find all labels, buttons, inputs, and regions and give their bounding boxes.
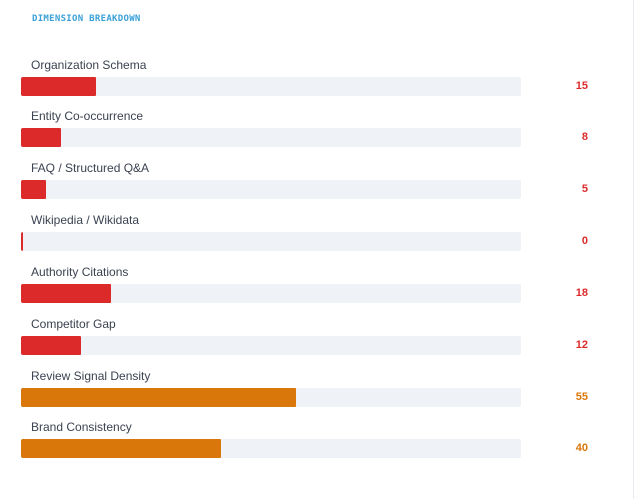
score-value: 0 <box>581 235 588 247</box>
dimension-row-authority-citations: Authority Citations 18 <box>0 265 634 317</box>
dimension-row-faq-structured-qa: FAQ / Structured Q&A 5 <box>0 161 634 213</box>
dimension-row-competitor-gap: Competitor Gap 12 <box>0 317 634 369</box>
dimension-label: Entity Co-occurrence <box>31 109 144 123</box>
score-value: 5 <box>581 183 588 195</box>
score-value: 55 <box>575 391 588 403</box>
progress-fill <box>21 77 96 96</box>
progress-fill <box>21 336 81 355</box>
progress-track <box>21 128 521 147</box>
score-value: 12 <box>575 339 588 351</box>
score-value: 18 <box>575 287 588 299</box>
progress-track <box>21 77 521 96</box>
dimension-row-brand-consistency: Brand Consistency 40 <box>0 420 634 472</box>
score-value: 8 <box>581 131 588 143</box>
progress-fill <box>21 232 23 251</box>
score-value: 15 <box>575 80 588 92</box>
dimension-label: Authority Citations <box>31 265 129 279</box>
dimension-row-organization-schema: Organization Schema 15 <box>0 58 634 110</box>
dimension-label: Competitor Gap <box>31 317 116 331</box>
dimension-row-review-signal-density: Review Signal Density 55 <box>0 369 634 421</box>
progress-track <box>21 232 521 251</box>
progress-fill <box>21 180 46 199</box>
progress-track <box>21 284 521 303</box>
dimension-label: FAQ / Structured Q&A <box>31 161 150 175</box>
progress-fill <box>21 439 221 458</box>
progress-track <box>21 336 521 355</box>
dimension-row-entity-co-occurrence: Entity Co-occurrence 8 <box>0 109 634 161</box>
section-title: DIMENSION BREAKDOWN <box>32 14 141 24</box>
dimension-label: Wikipedia / Wikidata <box>31 213 140 227</box>
dimension-row-wikipedia-wikidata: Wikipedia / Wikidata 0 <box>0 213 634 265</box>
score-value: 40 <box>575 442 588 454</box>
dimension-label: Organization Schema <box>31 58 147 72</box>
progress-fill <box>21 128 61 147</box>
progress-fill <box>21 284 111 303</box>
dimension-label: Review Signal Density <box>31 369 151 383</box>
dimension-label: Brand Consistency <box>31 420 132 434</box>
progress-track <box>21 388 521 407</box>
progress-track <box>21 439 521 458</box>
progress-track <box>21 180 521 199</box>
progress-fill <box>21 388 296 407</box>
